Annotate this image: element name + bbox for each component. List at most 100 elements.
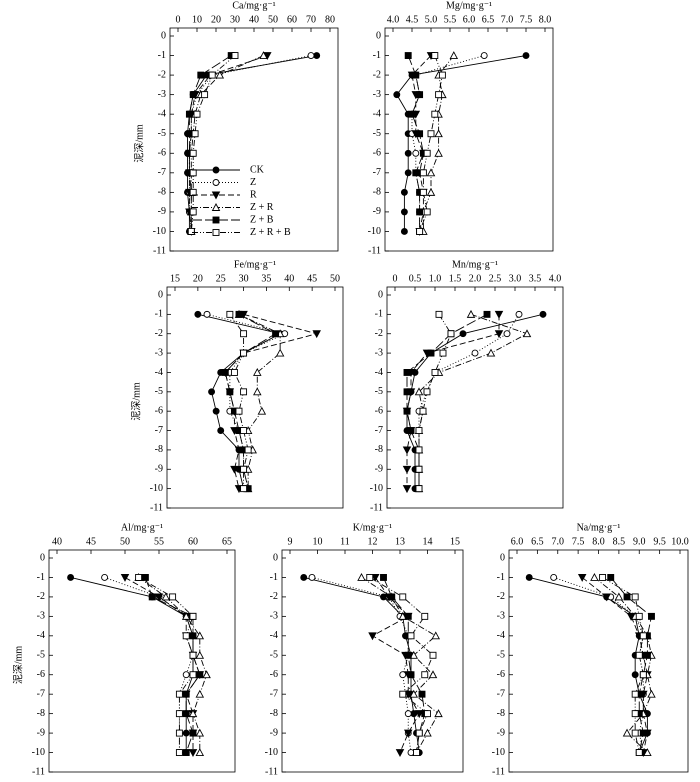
y-tick-label: -10	[492, 747, 505, 758]
y-tick-label: -10	[150, 483, 163, 494]
marker	[120, 574, 130, 582]
y-tick-label: -8	[373, 187, 381, 198]
y-tick-label: 0	[158, 289, 163, 300]
x-tick-label: 15	[450, 536, 460, 547]
series-line	[187, 55, 317, 232]
y-tick-label: 0	[273, 552, 278, 563]
series-line	[371, 577, 420, 753]
marker	[195, 631, 205, 640]
marker	[195, 689, 205, 698]
y-tick-label: -6	[270, 669, 278, 680]
marker	[404, 169, 412, 177]
marker	[141, 574, 149, 581]
marker	[631, 671, 639, 679]
marker	[244, 446, 252, 454]
x-tick-label: 70	[306, 14, 316, 25]
marker	[404, 149, 412, 157]
marker	[431, 52, 439, 59]
marker	[639, 729, 647, 737]
x-tick-label: 60	[287, 14, 297, 25]
panel: 0 10 20 30 40 50 60 70 80 0 -1 -2 -3 -4 -5 -6 -7 -8 -9 -10 -…	[132, 0, 339, 256]
marker	[175, 749, 183, 756]
marker	[240, 349, 248, 357]
marker	[607, 574, 615, 581]
marker	[647, 689, 656, 698]
marker	[187, 228, 195, 235]
marker	[408, 110, 416, 118]
marker	[148, 593, 156, 601]
panel: 15 20 25 30 35 40 45 50 0 -1 -2 -3 -4 -5 -6 -7 -8 -9 -10 -1…	[129, 259, 344, 513]
marker	[189, 651, 197, 659]
marker	[414, 387, 424, 396]
x-tick-label: 13	[395, 536, 405, 547]
x-tick-label: 80	[325, 14, 335, 25]
y-tick-label: 0	[378, 289, 383, 300]
marker	[648, 612, 655, 620]
marker	[181, 611, 191, 620]
marker	[226, 388, 234, 396]
marker	[368, 632, 377, 641]
y-tick-label: -3	[497, 611, 505, 622]
y-tick-label: -4	[375, 367, 383, 378]
marker	[550, 574, 558, 581]
marker	[407, 671, 415, 679]
x-tick-label: 50	[268, 14, 278, 25]
y-tick-label: -7	[37, 688, 45, 699]
marker	[423, 208, 431, 216]
marker	[175, 710, 183, 718]
marker	[202, 670, 211, 679]
marker	[577, 574, 587, 582]
x-tick-label: 1.0	[429, 273, 442, 284]
legend-label: Z + B	[250, 214, 274, 225]
marker	[407, 632, 415, 640]
legend-label: Z + R	[250, 202, 274, 213]
x-tick-label: 6.0	[463, 14, 476, 25]
y-tick-label: -5	[155, 386, 163, 397]
y-tick-label: -9	[270, 727, 278, 738]
marker	[189, 188, 197, 196]
y-tick-label: -7	[270, 688, 278, 699]
marker	[399, 593, 407, 601]
marker	[197, 71, 205, 79]
y-tick-label: -11	[150, 502, 163, 513]
marker	[403, 407, 411, 415]
x-tick-label: 40	[52, 536, 62, 547]
marker	[415, 465, 423, 473]
legend-marker	[211, 191, 221, 200]
x-tick-label: 7.5	[572, 536, 585, 547]
marker	[403, 729, 413, 738]
marker	[195, 728, 205, 737]
legend-marker	[212, 166, 220, 174]
marker	[439, 349, 447, 357]
y-tick-label: -2	[375, 328, 383, 339]
x-tick-label: 4.0	[387, 14, 400, 25]
y-tick-label: -10	[265, 747, 278, 758]
x-tick-label: 60	[188, 536, 198, 547]
series-line	[396, 55, 527, 232]
marker	[393, 91, 401, 99]
y-tick-label: -9	[155, 464, 163, 475]
marker	[415, 485, 423, 493]
marker	[643, 651, 651, 659]
marker	[400, 208, 408, 216]
marker	[208, 388, 216, 396]
y-tick-label: -6	[37, 669, 45, 680]
x-tick-label: 3.0	[509, 273, 522, 284]
marker	[639, 671, 647, 679]
x-tick-label: 2.5	[489, 273, 502, 284]
marker	[230, 369, 238, 376]
x-axis-label: K/mg·g⁻¹	[353, 522, 392, 533]
series-line	[602, 577, 644, 753]
marker	[175, 690, 183, 698]
y-tick-label: -1	[155, 309, 163, 320]
y-tick-label: -4	[373, 108, 381, 119]
marker	[522, 329, 532, 338]
x-tick-label: 40	[284, 273, 294, 284]
marker	[357, 573, 366, 581]
y-tick-label: -4	[270, 630, 278, 641]
marker	[154, 593, 164, 602]
marker	[182, 671, 190, 679]
x-tick-label: 5.5	[444, 14, 457, 25]
plot-frame	[508, 549, 689, 773]
marker	[459, 330, 467, 338]
